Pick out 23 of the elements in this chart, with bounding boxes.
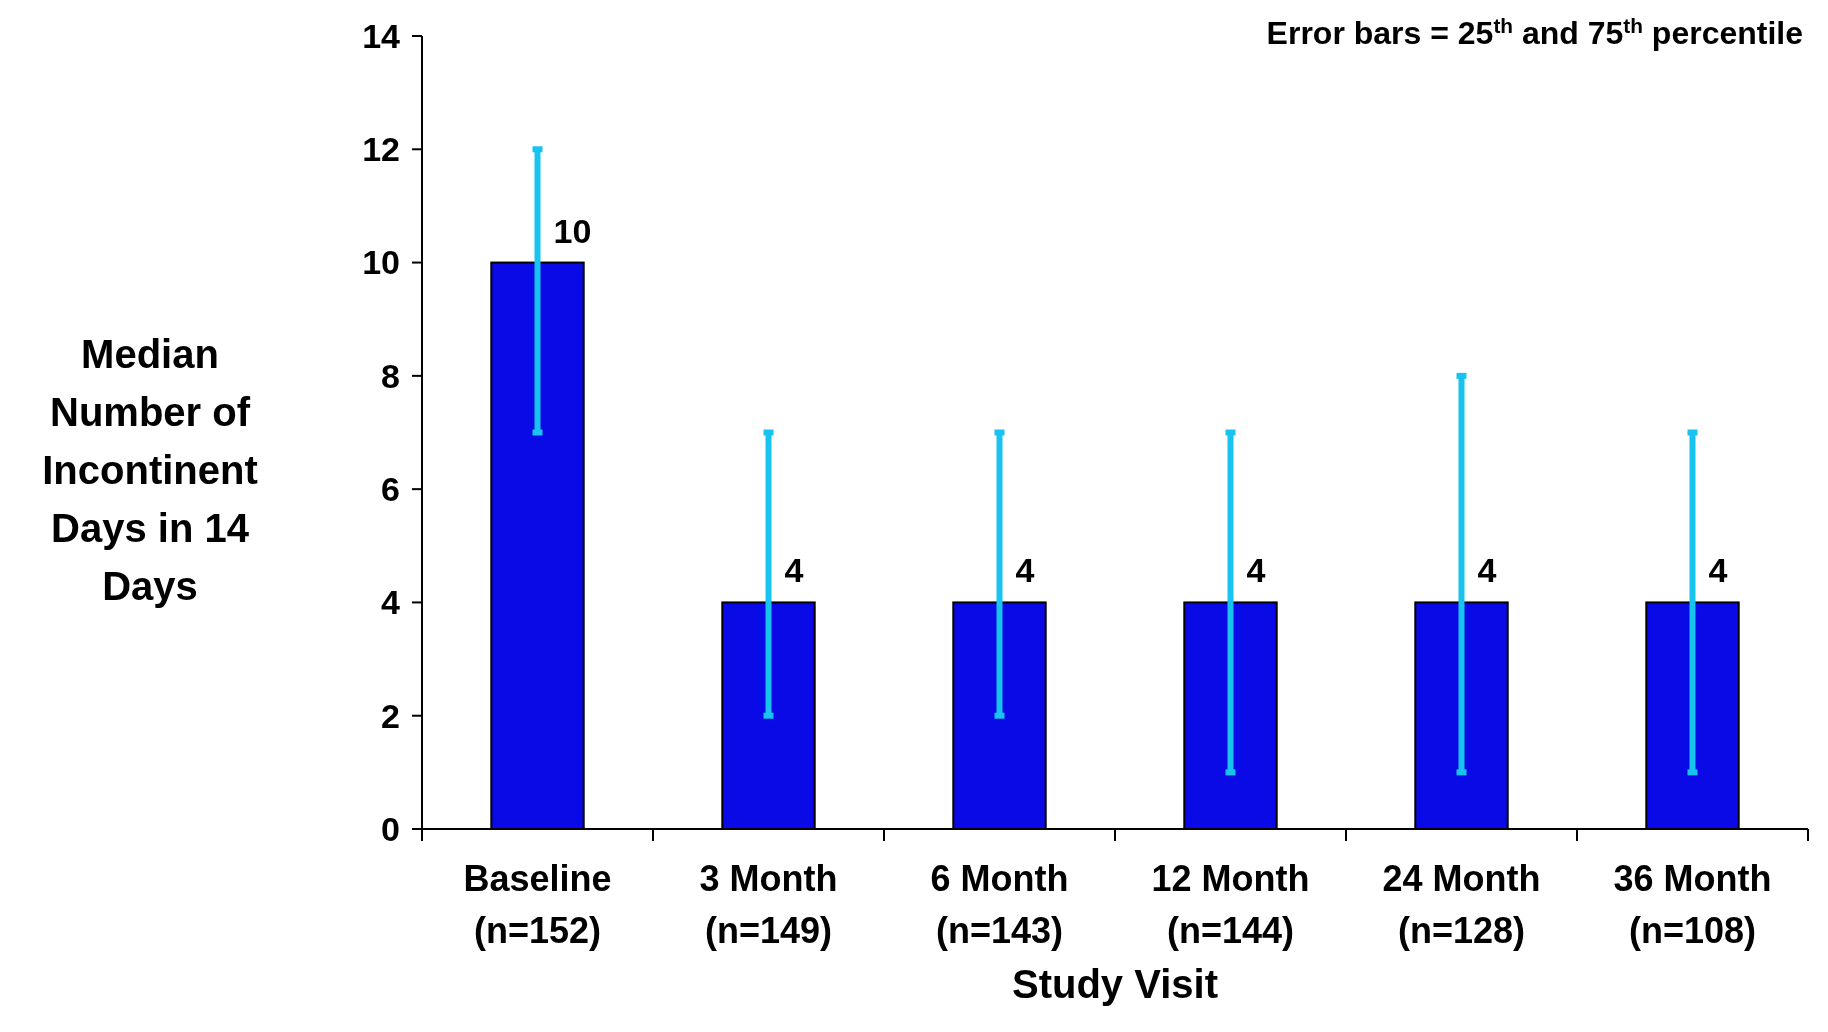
- data-label: 4: [1477, 551, 1497, 590]
- x-tick-label: Baseline (n=152): [463, 858, 612, 951]
- y-tick-label: 8: [381, 356, 400, 395]
- y-tick-label: 10: [362, 243, 400, 282]
- data-label: 4: [1015, 551, 1035, 590]
- y-tick-label: 6: [381, 470, 400, 509]
- data-label: 4: [784, 551, 804, 590]
- y-tick-label: 0: [381, 809, 400, 848]
- x-tick-label: 3 Month (n=149): [699, 858, 838, 951]
- x-tick-label: 24 Month (n=128): [1382, 858, 1541, 951]
- y-tick-label: 2: [381, 696, 400, 735]
- x-tick-label: 36 Month (n=108): [1613, 858, 1772, 951]
- x-axis-title: Study Visit: [1012, 962, 1218, 1006]
- data-label: 10: [553, 211, 592, 250]
- y-tick-label: 4: [381, 583, 401, 622]
- data-label: 4: [1246, 551, 1266, 590]
- y-tick-label: 12: [362, 130, 400, 169]
- data-label: 4: [1708, 551, 1728, 590]
- x-tick-label: 12 Month (n=144): [1151, 858, 1310, 951]
- y-axis-title: Median Number of Incontinent Days in 14 Days: [42, 332, 258, 608]
- x-tick-label: 6 Month (n=143): [930, 858, 1069, 951]
- annotation: Error bars = 25$^{th}$ and 75$^{th}$ percentile: [1266, 13, 1803, 51]
- y-tick-label: 14: [362, 16, 401, 55]
